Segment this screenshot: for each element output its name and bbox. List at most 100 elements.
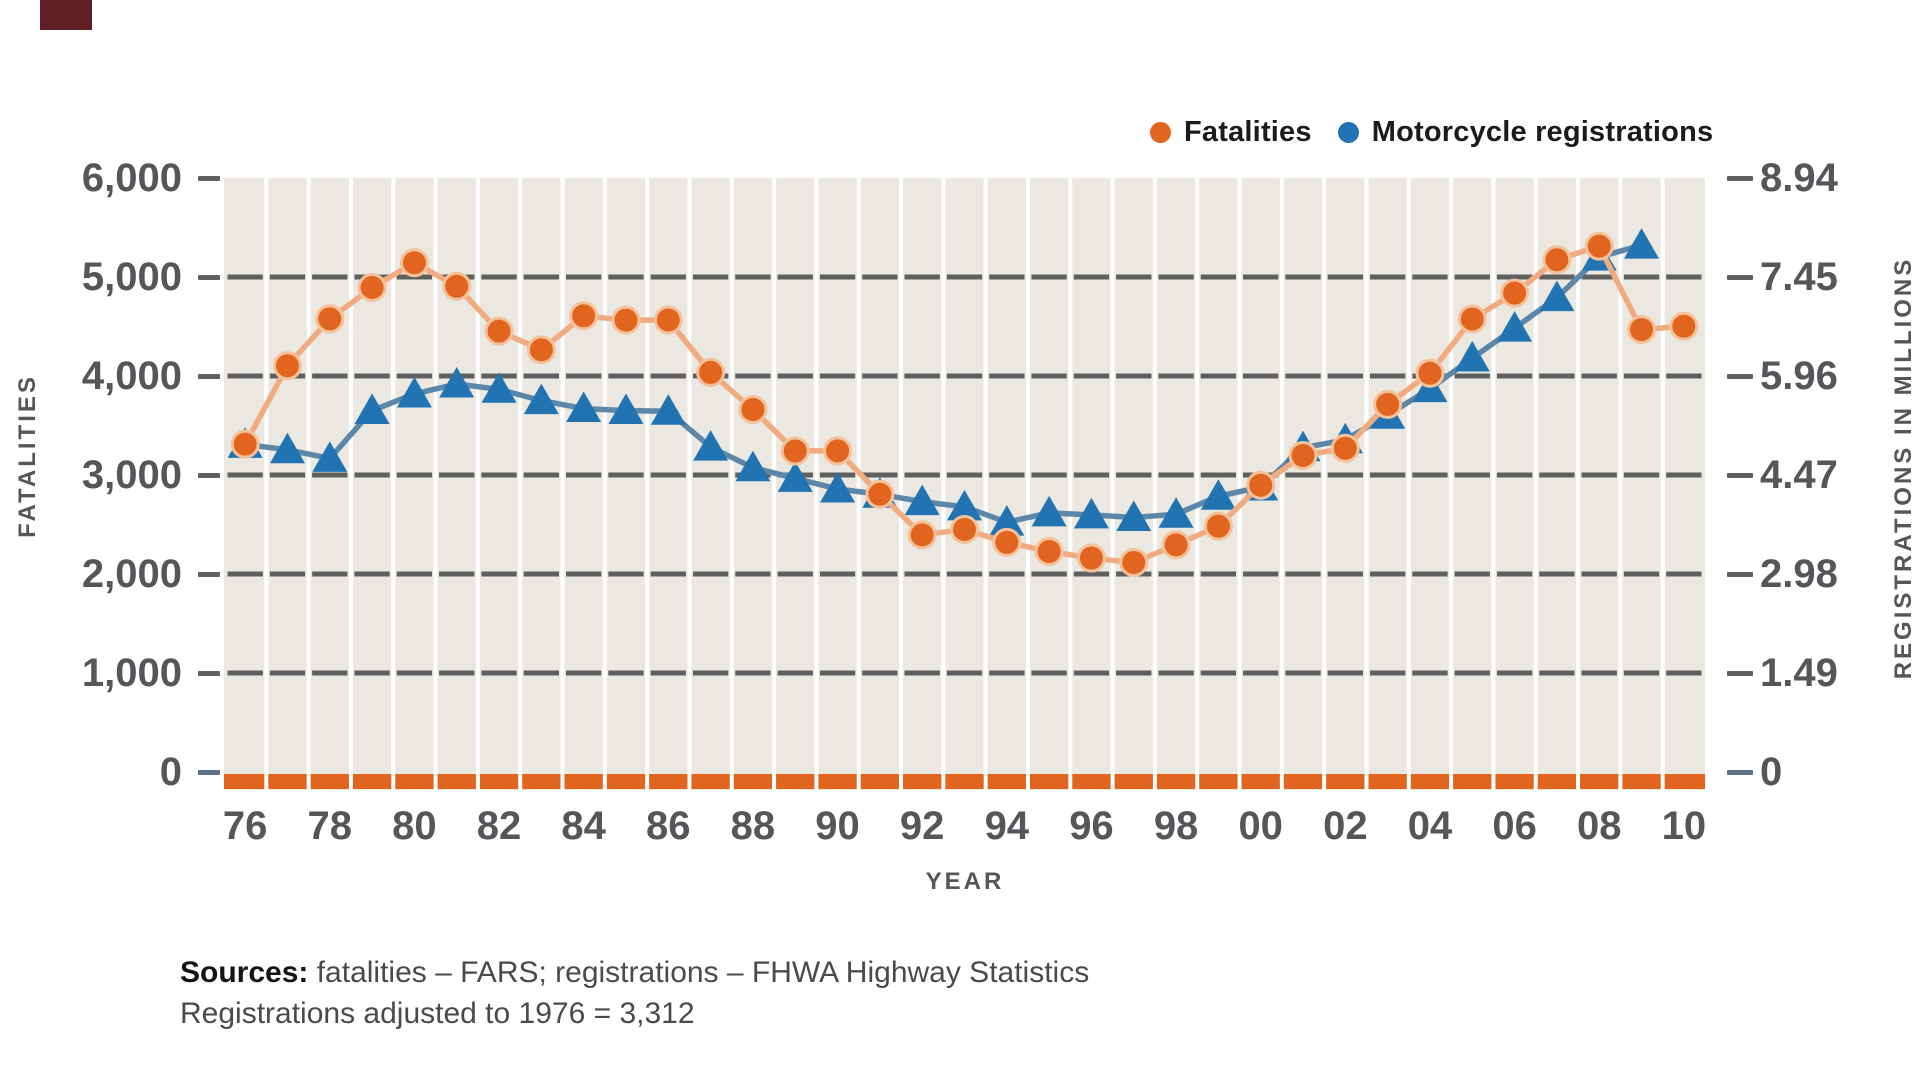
zero-axis-bar-segment (818, 774, 857, 789)
fatality-point (907, 520, 937, 550)
registration-point (1073, 497, 1109, 529)
gridline-dash (1243, 571, 1279, 577)
fatality-point (1542, 245, 1572, 275)
fatality-point (1373, 389, 1403, 419)
registration-point (735, 450, 771, 482)
fatality-point (1627, 315, 1657, 345)
fatality-point (653, 305, 683, 335)
zero-axis-bar-segment (352, 774, 392, 789)
x-axis-tick-label: 04 (1407, 804, 1453, 848)
zero-axis-bar-segment (1664, 774, 1705, 789)
left-tick-mark (198, 670, 220, 676)
gridline-dash (396, 670, 433, 676)
sources-text: fatalities – FARS; registrations – FHWA … (308, 956, 1090, 989)
gridline-dash (396, 373, 433, 379)
zero-axis-bar-segment (1495, 774, 1534, 789)
gridline-dash (269, 670, 306, 676)
column-separator (475, 178, 480, 790)
right-axis-tick-label: 5.96 (1760, 354, 1838, 398)
gridline-dash (1327, 670, 1363, 676)
zero-axis-bar-segment (1156, 774, 1196, 789)
right-axis-tick-label: 7.45 (1760, 255, 1838, 299)
gridline-dash (1581, 670, 1617, 676)
left-axis-tick-label: 5,000 (81, 255, 182, 299)
gridline-dash (1200, 670, 1237, 676)
legend-label-fatalities: Fatalities (1184, 115, 1312, 148)
fatality-point (865, 479, 895, 509)
right-tick-mark (1727, 472, 1753, 478)
fatality-point (1330, 433, 1360, 463)
sources-label: Sources: (180, 956, 309, 989)
left-tick-mark (198, 373, 220, 379)
sources-line-2: Registrations adjusted to 1976 = 3,312 (180, 997, 695, 1030)
gridline-dash (1369, 670, 1406, 676)
registration-point (1539, 280, 1575, 312)
gridline-dash (904, 472, 940, 478)
gridline-dash (777, 373, 813, 379)
registration-point (354, 393, 390, 425)
gridline-dash (1243, 274, 1279, 280)
registrations-line (244, 242, 1643, 526)
gridline-dash (566, 571, 602, 577)
gridline-dash (1539, 670, 1575, 676)
gridline-dash (439, 472, 475, 478)
column-separator (1025, 178, 1030, 790)
x-axis-title: YEAR (925, 868, 1005, 895)
x-axis-tick-label: 80 (392, 804, 437, 848)
gridline-dash (692, 571, 729, 577)
gridline-dash (523, 670, 560, 676)
gridline-dash (989, 571, 1025, 577)
column-separator (1068, 178, 1073, 790)
gridline-dash (1581, 472, 1617, 478)
gridline-dash (1031, 670, 1067, 676)
gridline-dash (819, 373, 856, 379)
gridline-dash (269, 472, 306, 478)
gridline-dash (777, 670, 813, 676)
column-separator (1110, 178, 1115, 790)
column-separator (1322, 178, 1327, 790)
gridline-dash (354, 472, 390, 478)
left-tick-mark (198, 769, 220, 775)
zero-axis-bar-segment (987, 774, 1026, 789)
left-axis-tick-label: 2,000 (81, 552, 182, 596)
left-tick-mark (198, 274, 220, 280)
registration-point (439, 366, 475, 398)
left-axis-tick-label: 6,000 (81, 156, 182, 200)
fatality-point (696, 357, 726, 387)
gridline-dash (862, 472, 898, 478)
gridline-dash (1581, 274, 1617, 280)
legend-item-registrations: Motorcycle registrations (1337, 116, 1714, 149)
gridline-dash (1285, 472, 1321, 478)
column-separator (1533, 178, 1538, 790)
gridline-dash (227, 373, 263, 379)
column-separator (1152, 178, 1157, 790)
gridline-dash (1623, 373, 1660, 379)
zero-axis-bar-segment (1326, 774, 1365, 789)
gridline-dash (1073, 571, 1110, 577)
gridline-dash (650, 274, 686, 280)
registration-point (1497, 311, 1533, 342)
registration-point (396, 376, 432, 408)
gridline-dash (1285, 373, 1321, 379)
registration-point (693, 430, 729, 461)
gridline-dash (1496, 373, 1533, 379)
gridline-dash (354, 670, 390, 676)
gridline-dash (650, 373, 686, 379)
gridline-dash (523, 274, 560, 280)
column-separator (1618, 178, 1623, 790)
gridline-dash (904, 274, 940, 280)
gridline-dash (1285, 571, 1321, 577)
gridline-dash (1327, 274, 1363, 280)
gridline-dash (396, 472, 433, 478)
fatality-point (357, 272, 387, 302)
right-tick-mark (1727, 571, 1753, 577)
gridline-dash (1412, 472, 1448, 478)
fatalities-series (230, 231, 1699, 578)
column-separator (602, 178, 607, 790)
registration-point (312, 441, 348, 472)
x-axis-tick-label: 90 (815, 804, 860, 848)
right-tick-mark (1727, 274, 1753, 280)
gridline-dash (1116, 472, 1152, 478)
gridline-dash (1369, 571, 1406, 577)
zero-axis-bar-segment (1029, 774, 1069, 789)
